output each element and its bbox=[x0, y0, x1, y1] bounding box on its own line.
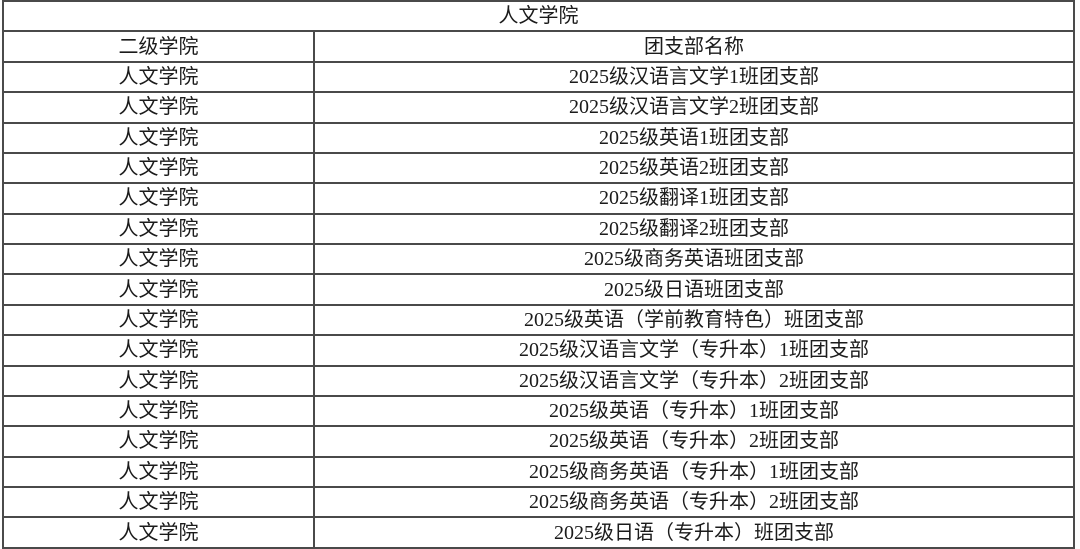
college-cell: 人文学院 bbox=[2, 60, 315, 94]
table-row: 人文学院 2025级英语（专升本）1班团支部 bbox=[2, 394, 1075, 428]
table-row: 人文学院 2025级英语2班团支部 bbox=[2, 151, 1075, 185]
college-cell: 人文学院 bbox=[2, 455, 315, 489]
branch-cell: 2025级商务英语（专升本）1班团支部 bbox=[313, 455, 1075, 489]
college-cell: 人文学院 bbox=[2, 121, 315, 154]
branch-cell: 2025级汉语言文学（专升本）2班团支部 bbox=[313, 364, 1075, 397]
college-cell: 人文学院 bbox=[2, 334, 315, 367]
branch-cell: 2025级日语（专升本）班团支部 bbox=[313, 516, 1075, 549]
branch-cell: 2025级汉语言文学2班团支部 bbox=[313, 91, 1075, 124]
college-cell: 人文学院 bbox=[2, 151, 315, 185]
college-cell: 人文学院 bbox=[2, 485, 315, 519]
college-cell: 人文学院 bbox=[2, 425, 315, 458]
table-row: 人文学院 2025级汉语言文学2班团支部 bbox=[2, 91, 1075, 124]
branch-cell: 2025级商务英语（专升本）2班团支部 bbox=[313, 485, 1075, 519]
table-row: 人文学院 2025级商务英语班团支部 bbox=[2, 242, 1075, 276]
title-row: 人文学院 bbox=[2, 0, 1075, 33]
college-cell: 人文学院 bbox=[2, 212, 315, 246]
table-title: 人文学院 bbox=[2, 0, 1075, 33]
table-row: 人文学院 2025级汉语言文学1班团支部 bbox=[2, 60, 1075, 94]
table-row: 人文学院 2025级日语班团支部 bbox=[2, 273, 1075, 306]
table-row: 人文学院 2025级商务英语（专升本）2班团支部 bbox=[2, 485, 1075, 519]
table-row: 人文学院 2025级商务英语（专升本）1班团支部 bbox=[2, 455, 1075, 489]
college-cell: 人文学院 bbox=[2, 364, 315, 397]
college-cell: 人文学院 bbox=[2, 303, 315, 337]
branch-cell: 2025级英语2班团支部 bbox=[313, 151, 1075, 185]
table-row: 人文学院 2025级日语（专升本）班团支部 bbox=[2, 516, 1075, 549]
branch-cell: 2025级商务英语班团支部 bbox=[313, 242, 1075, 276]
table-row: 人文学院 2025级汉语言文学（专升本）2班团支部 bbox=[2, 364, 1075, 397]
branch-cell: 2025级汉语言文学1班团支部 bbox=[313, 60, 1075, 94]
branch-cell: 2025级日语班团支部 bbox=[313, 273, 1075, 306]
college-cell: 人文学院 bbox=[2, 182, 315, 215]
college-cell: 人文学院 bbox=[2, 273, 315, 306]
table-row: 人文学院 2025级英语1班团支部 bbox=[2, 121, 1075, 154]
branch-cell: 2025级翻译1班团支部 bbox=[313, 182, 1075, 215]
header-row: 二级学院 团支部名称 bbox=[2, 30, 1075, 63]
table-row: 人文学院 2025级翻译1班团支部 bbox=[2, 182, 1075, 215]
branch-cell: 2025级英语（专升本）1班团支部 bbox=[313, 394, 1075, 428]
table-row: 人文学院 2025级翻译2班团支部 bbox=[2, 212, 1075, 246]
table-row: 人文学院 2025级英语（学前教育特色）班团支部 bbox=[2, 303, 1075, 337]
branch-cell: 2025级翻译2班团支部 bbox=[313, 212, 1075, 246]
column-header-college: 二级学院 bbox=[2, 30, 315, 63]
table-row: 人文学院 2025级英语（专升本）2班团支部 bbox=[2, 425, 1075, 458]
college-cell: 人文学院 bbox=[2, 242, 315, 276]
table-row: 人文学院 2025级汉语言文学（专升本）1班团支部 bbox=[2, 334, 1075, 367]
branch-cell: 2025级英语1班团支部 bbox=[313, 121, 1075, 154]
branch-cell: 2025级英语（学前教育特色）班团支部 bbox=[313, 303, 1075, 337]
column-header-branch: 团支部名称 bbox=[313, 30, 1075, 63]
college-cell: 人文学院 bbox=[2, 516, 315, 549]
college-cell: 人文学院 bbox=[2, 394, 315, 428]
branch-cell: 2025级汉语言文学（专升本）1班团支部 bbox=[313, 334, 1075, 367]
branch-cell: 2025级英语（专升本）2班团支部 bbox=[313, 425, 1075, 458]
college-cell: 人文学院 bbox=[2, 91, 315, 124]
